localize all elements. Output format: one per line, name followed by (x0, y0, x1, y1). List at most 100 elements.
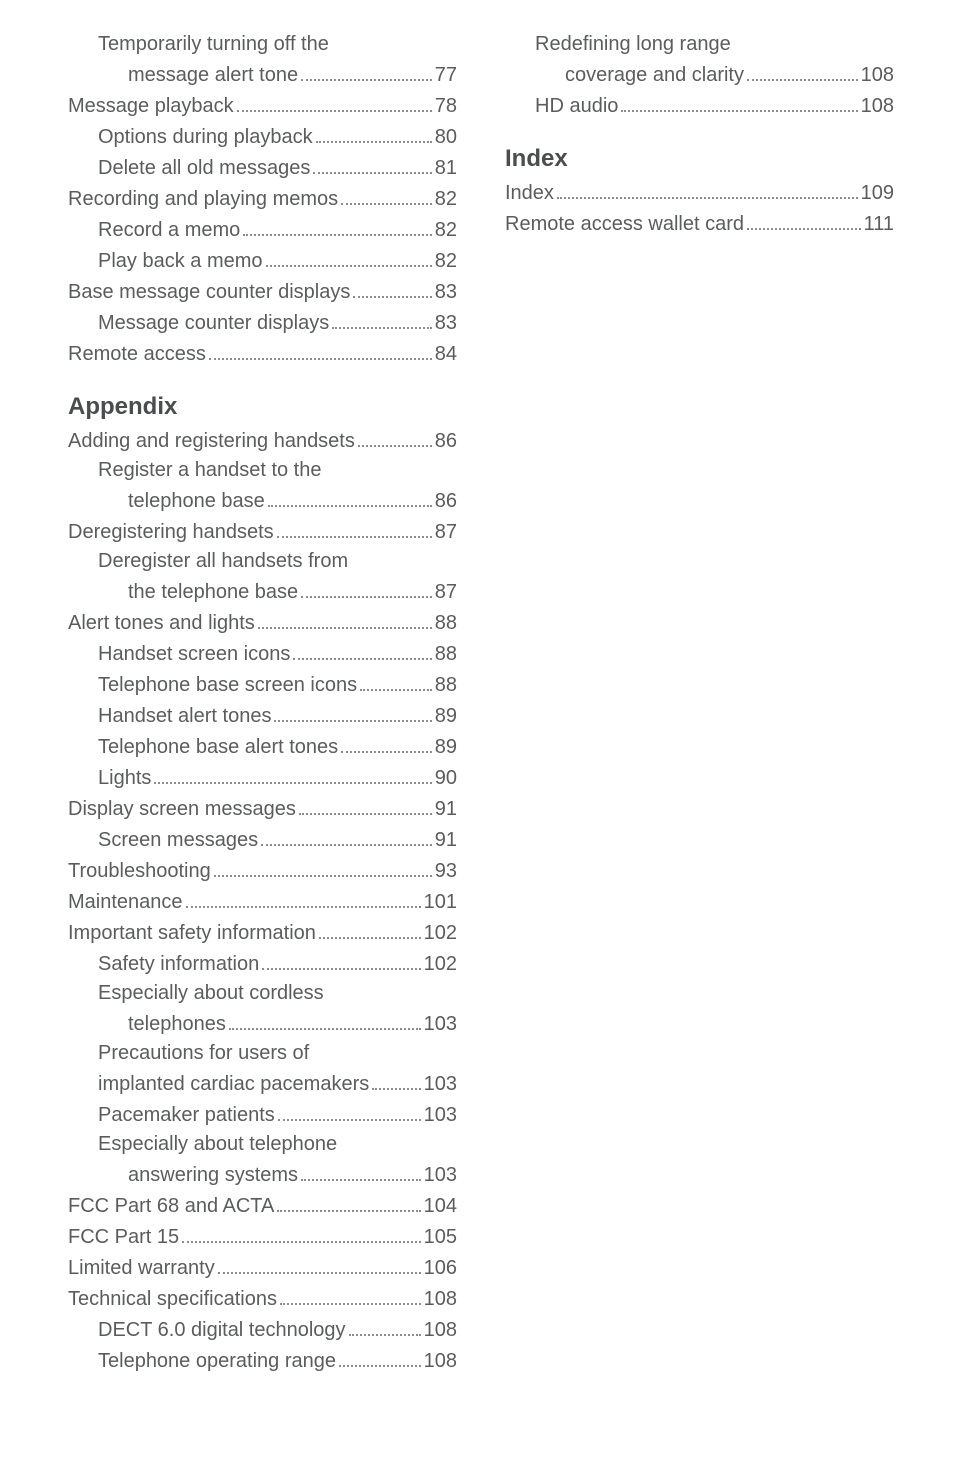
toc-leader-dots (218, 1252, 421, 1274)
toc-page-number: 102 (424, 950, 457, 979)
toc-entry-label: Register a handset to the (98, 456, 321, 485)
toc-page-number: 108 (861, 61, 894, 90)
toc-page-number: 93 (435, 857, 457, 886)
toc-leader-dots (319, 917, 421, 939)
toc-pre-list-left: Temporarily turning off themessage alert… (68, 30, 457, 369)
toc-entry: Limited warranty 106 (68, 1252, 457, 1283)
toc-leader-dots (278, 1099, 421, 1121)
toc-entry: Remote access84 (68, 338, 457, 369)
toc-entry-label: Telephone base screen icons (98, 671, 357, 700)
toc-column-right: Redefining long rangecoverage and clarit… (505, 30, 894, 1376)
toc-entry: the telephone base 87 (68, 576, 457, 607)
toc-leader-dots (293, 638, 431, 660)
toc-leader-dots (372, 1068, 420, 1090)
toc-leader-dots (747, 208, 861, 230)
toc-leader-dots (301, 576, 432, 598)
toc-entry: telephones103 (68, 1008, 457, 1039)
toc-entry: Telephone base screen icons 88 (68, 669, 457, 700)
toc-page-number: 83 (435, 278, 457, 307)
toc-entry-label: Precautions for users of (98, 1039, 309, 1068)
toc-page-number: 108 (424, 1285, 457, 1314)
toc-entry: Record a memo82 (68, 214, 457, 245)
toc-entry-label: Especially about telephone (98, 1130, 337, 1159)
toc-page-number: 82 (435, 247, 457, 276)
toc-entry-label: message alert tone (128, 61, 298, 90)
toc-leader-dots (186, 886, 421, 908)
toc-entry-label: Display screen messages (68, 795, 296, 824)
toc-page-number: 87 (435, 578, 457, 607)
toc-entry-label: Recording and playing memos (68, 185, 338, 214)
toc-page-number: 106 (424, 1254, 457, 1283)
toc-leader-dots (316, 121, 432, 143)
toc-entry: Technical specifications108 (68, 1283, 457, 1314)
toc-entry: Maintenance 101 (68, 886, 457, 917)
toc-leader-dots (280, 1283, 421, 1305)
toc-page-number: 84 (435, 340, 457, 369)
toc-entry-label: HD audio (535, 92, 618, 121)
toc-entry: telephone base86 (68, 485, 457, 516)
toc-entry-label: Telephone base alert tones (98, 733, 338, 762)
toc-entry-continuation: Temporarily turning off the (68, 30, 457, 59)
toc-entry-label: Maintenance (68, 888, 183, 917)
toc-entry-label: Index (505, 179, 554, 208)
toc-entry-label: Telephone operating range (98, 1347, 336, 1376)
toc-entry: Base message counter displays83 (68, 276, 457, 307)
toc-leader-dots (214, 855, 432, 877)
toc-leader-dots (332, 307, 432, 329)
toc-page-number: 89 (435, 702, 457, 731)
toc-entry-label: Redefining long range (535, 30, 731, 59)
toc-entry-label: the telephone base (128, 578, 298, 607)
toc-leader-dots (358, 425, 432, 447)
toc-leader-dots (154, 762, 431, 784)
toc-entry: Index109 (505, 177, 894, 208)
toc-page-number: 103 (424, 1101, 457, 1130)
toc-leader-dots (341, 183, 432, 205)
toc-entry-label: implanted cardiac pacemakers (98, 1070, 369, 1099)
toc-page-number: 108 (424, 1316, 457, 1345)
toc-entry-label: Remote access wallet card (505, 210, 744, 239)
toc-page-number: 77 (435, 61, 457, 90)
toc-page-number: 108 (424, 1347, 457, 1376)
toc-page-number: 88 (435, 671, 457, 700)
toc-entry: answering systems103 (68, 1159, 457, 1190)
toc-page-number: 101 (424, 888, 457, 917)
toc-leader-dots (261, 824, 432, 846)
toc-entry-label: Limited warranty (68, 1254, 215, 1283)
toc-page-number: 111 (864, 210, 894, 239)
toc-page-number: 91 (435, 826, 457, 855)
toc-entry-label: Temporarily turning off the (98, 30, 329, 59)
toc-page-number: 86 (435, 427, 457, 456)
toc-entry-label: Troubleshooting (68, 857, 211, 886)
toc-page-number: 80 (435, 123, 457, 152)
toc-entry-label: Message playback (68, 92, 234, 121)
section-heading-index: Index (505, 145, 894, 173)
toc-leader-dots (341, 731, 432, 753)
toc-entry: HD audio108 (505, 90, 894, 121)
toc-leader-dots (243, 214, 431, 236)
toc-entry-label: Pacemaker patients (98, 1101, 275, 1130)
toc-page-number: 103 (424, 1010, 457, 1039)
toc-entry-label: Handset alert tones (98, 702, 271, 731)
toc-entry: message alert tone 77 (68, 59, 457, 90)
toc-entry-continuation: Precautions for users of (68, 1039, 457, 1068)
toc-leader-dots (313, 152, 431, 174)
toc-entry: Lights90 (68, 762, 457, 793)
toc-entry-label: Deregister all handsets from (98, 547, 348, 576)
toc-page-number: 88 (435, 609, 457, 638)
toc-page-number: 105 (424, 1223, 457, 1252)
toc-page-number: 81 (435, 154, 457, 183)
toc-list-right: Index109Remote access wallet card 111 (505, 177, 894, 239)
toc-leader-dots (301, 59, 432, 81)
toc-page-number: 86 (435, 487, 457, 516)
toc-page-number: 87 (435, 518, 457, 547)
toc-page-number: 88 (435, 640, 457, 669)
toc-entry: Delete all old messages 81 (68, 152, 457, 183)
toc-entry: Telephone operating range 108 (68, 1345, 457, 1376)
toc-entry-label: Delete all old messages (98, 154, 310, 183)
toc-entry: Safety information 102 (68, 948, 457, 979)
toc-leader-dots (299, 793, 432, 815)
toc-entry: Message counter displays83 (68, 307, 457, 338)
toc-entry-label: answering systems (128, 1161, 298, 1190)
toc-entry-label: DECT 6.0 digital technology (98, 1316, 346, 1345)
toc-entry-label: Safety information (98, 950, 259, 979)
